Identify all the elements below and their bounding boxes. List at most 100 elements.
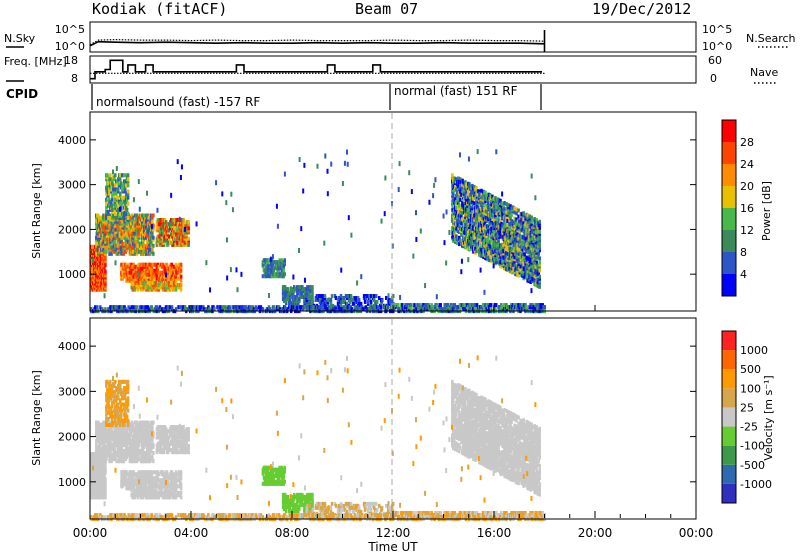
power-cell	[375, 299, 379, 304]
power-cell	[129, 231, 133, 236]
power-cell	[163, 218, 167, 223]
power-cell	[98, 263, 101, 268]
power-cell	[111, 223, 114, 228]
power-cell	[101, 223, 104, 228]
power-cell	[480, 233, 483, 238]
power-cell	[494, 214, 497, 219]
power-cell	[103, 235, 106, 240]
power-cell	[179, 262, 183, 267]
power-cell	[117, 243, 120, 248]
power-cell	[522, 221, 525, 226]
power-cell	[183, 226, 186, 232]
power-cell	[304, 305, 307, 310]
power-cell	[125, 235, 129, 240]
power-cell	[538, 238, 541, 243]
power-cell	[132, 249, 136, 254]
power-cell	[96, 305, 99, 310]
power-cell	[142, 305, 146, 310]
power-cell	[463, 202, 466, 207]
power-cell	[498, 305, 501, 310]
power-cell	[366, 299, 370, 304]
power-cell	[484, 305, 488, 310]
power-cell	[118, 179, 122, 184]
power-cell	[475, 222, 478, 227]
power-cell	[118, 231, 121, 236]
power-cell	[442, 213, 445, 219]
power-cell	[473, 303, 477, 308]
power-cell	[117, 195, 120, 200]
power-cell	[178, 285, 182, 290]
power-cell	[458, 207, 461, 212]
power-cell	[470, 189, 473, 194]
power-cell	[147, 225, 150, 230]
power-cell	[104, 223, 107, 228]
power-cell	[157, 287, 161, 292]
power-cell	[428, 199, 431, 205]
power-cell	[420, 307, 423, 312]
power-cell	[519, 268, 522, 273]
power-cell	[526, 221, 529, 226]
power-cell	[499, 233, 502, 238]
power-cell	[468, 216, 471, 221]
power-cell	[465, 182, 468, 187]
power-cell	[272, 266, 276, 271]
power-cell	[137, 278, 140, 283]
power-cell	[345, 294, 349, 299]
power-cell	[302, 188, 305, 194]
power-cell	[106, 197, 109, 202]
power-cell	[135, 305, 138, 310]
power-cell	[109, 239, 112, 244]
power-cell	[105, 209, 108, 214]
power-cell	[213, 307, 216, 312]
power-cell	[458, 187, 461, 192]
power-cell	[156, 220, 160, 225]
power-cell	[120, 237, 124, 242]
power-cell	[118, 235, 121, 240]
power-cell	[161, 262, 165, 267]
power-cell	[468, 307, 472, 312]
power-cell	[489, 246, 492, 251]
power-cell	[101, 245, 104, 250]
power-cell	[167, 238, 171, 243]
power-cell	[395, 303, 398, 308]
power-cell	[528, 216, 531, 221]
power-cell	[516, 230, 519, 235]
power-cell	[118, 173, 122, 178]
power-cell	[473, 203, 476, 208]
power-cell	[269, 256, 272, 262]
power-cell	[151, 249, 154, 254]
power-cell	[105, 185, 108, 190]
power-cell	[97, 213, 100, 218]
power-cell	[493, 228, 496, 233]
power-cell	[109, 179, 112, 184]
power-cell	[182, 226, 185, 231]
power-cell	[321, 297, 325, 302]
power-cell	[464, 218, 467, 223]
power-cell	[480, 198, 483, 203]
power-colorbar-swatch	[722, 274, 736, 296]
power-cell	[510, 223, 513, 228]
power-cell	[454, 211, 457, 216]
power-cell	[369, 299, 373, 304]
power-cell	[108, 187, 111, 192]
power-cell	[219, 305, 222, 310]
power-cell	[108, 251, 111, 256]
power-cell	[145, 239, 149, 244]
power-cell	[120, 250, 123, 256]
power-cell	[103, 267, 106, 272]
power-cell	[163, 232, 167, 237]
power-cell	[111, 193, 114, 198]
power-cell	[393, 303, 396, 308]
power-cell	[408, 307, 411, 312]
power-cell	[143, 243, 147, 248]
power-cell	[398, 161, 401, 167]
power-cell	[471, 200, 474, 205]
power-cell	[151, 231, 154, 236]
power-cell	[118, 211, 122, 216]
power-cell	[502, 245, 505, 250]
power-cell	[111, 211, 114, 216]
power-cell	[522, 266, 525, 272]
power-cell	[410, 307, 413, 312]
power-cell	[123, 229, 127, 234]
power-cell	[538, 225, 541, 230]
